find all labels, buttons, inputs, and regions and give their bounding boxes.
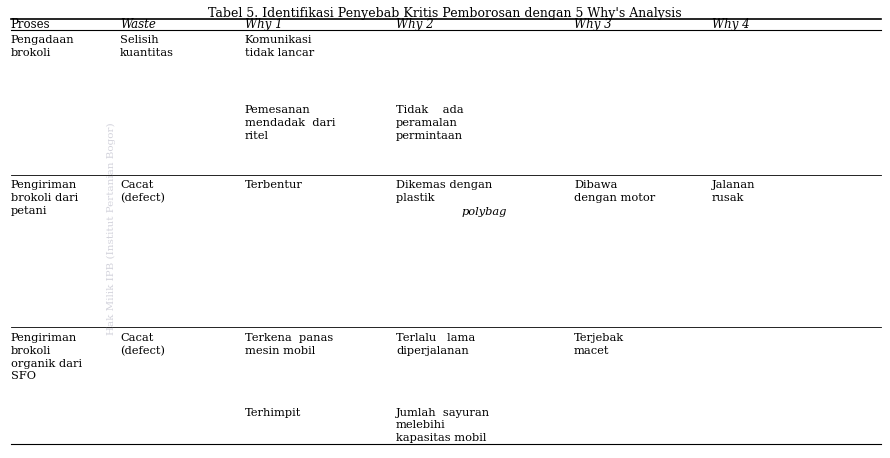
Text: Why 4: Why 4 xyxy=(712,18,749,31)
Text: Jalanan
rusak: Jalanan rusak xyxy=(712,180,756,203)
Text: Why 3: Why 3 xyxy=(574,18,611,31)
Text: Why 2: Why 2 xyxy=(396,18,433,31)
Text: Why 1: Why 1 xyxy=(245,18,282,31)
Text: Terbentur: Terbentur xyxy=(245,180,303,191)
Text: Dikemas dengan
plastik: Dikemas dengan plastik xyxy=(396,180,492,203)
Text: Terhimpit: Terhimpit xyxy=(245,408,301,418)
Text: Pengiriman
brokoli
organik dari
SFO: Pengiriman brokoli organik dari SFO xyxy=(11,333,82,382)
Text: Cacat
(defect): Cacat (defect) xyxy=(120,333,166,356)
Text: Hak Milik IPB (Institut Pertanian Bogor): Hak Milik IPB (Institut Pertanian Bogor) xyxy=(107,123,116,335)
Text: Pengadaan
brokoli: Pengadaan brokoli xyxy=(11,35,74,58)
Text: Cacat
(defect): Cacat (defect) xyxy=(120,180,166,204)
Text: Tabel 5. Identifikasi Penyebab Kritis Pemborosan dengan 5 Why's Analysis: Tabel 5. Identifikasi Penyebab Kritis Pe… xyxy=(208,7,682,20)
Text: Komunikasi
tidak lancar: Komunikasi tidak lancar xyxy=(245,35,314,58)
Text: Dibawa
dengan motor: Dibawa dengan motor xyxy=(574,180,655,203)
Text: Jumlah  sayuran
melebihi
kapasitas mobil: Jumlah sayuran melebihi kapasitas mobil xyxy=(396,408,490,443)
Text: Terlalu   lama
diperjalanan: Terlalu lama diperjalanan xyxy=(396,333,475,356)
Text: Tidak    ada
peramalan
permintaan: Tidak ada peramalan permintaan xyxy=(396,105,464,141)
Text: Selisih
kuantitas: Selisih kuantitas xyxy=(120,35,174,58)
Text: Pemesanan
mendadak  dari
ritel: Pemesanan mendadak dari ritel xyxy=(245,105,336,141)
Text: Terjebak
macet: Terjebak macet xyxy=(574,333,624,356)
Text: Proses: Proses xyxy=(11,18,51,31)
Text: Pengiriman
brokoli dari
petani: Pengiriman brokoli dari petani xyxy=(11,180,78,216)
Text: Waste: Waste xyxy=(120,18,156,31)
Text: Terkena  panas
mesin mobil: Terkena panas mesin mobil xyxy=(245,333,333,356)
Text: polybag: polybag xyxy=(461,207,506,218)
